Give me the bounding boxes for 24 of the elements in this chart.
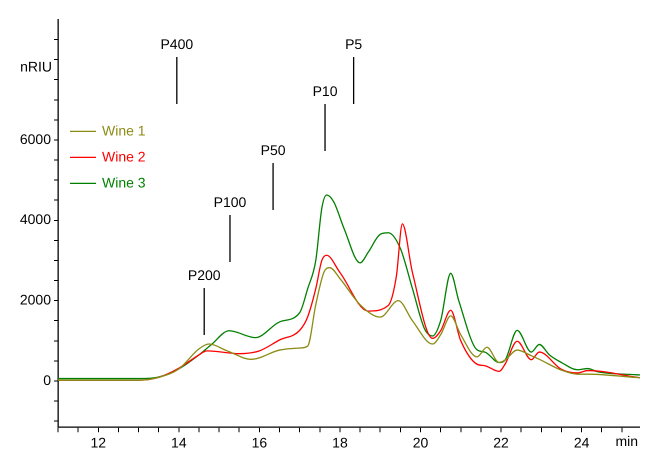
- y-tick-label: 6000: [20, 130, 52, 147]
- ref-line-label: P100: [214, 194, 247, 210]
- y-tick-label: 2000: [20, 292, 52, 308]
- x-tick-label: 24: [574, 434, 590, 450]
- x-tick-label: 22: [493, 434, 510, 450]
- line-series: [58, 194, 640, 380]
- x-tick-label: 18: [332, 434, 348, 450]
- x-tick-label: 16: [252, 434, 268, 450]
- x-tick-label: 14: [171, 434, 187, 450]
- x-tick-label: 12: [90, 434, 106, 450]
- y-tick-label: 4000: [20, 211, 52, 228]
- ref-line-label: P200: [188, 266, 221, 283]
- legend-label: Wine 2: [102, 148, 146, 164]
- line-series: [58, 267, 640, 381]
- x-axis-title: min: [615, 433, 638, 450]
- legend-label: Wine 3: [102, 174, 146, 190]
- ref-line-label: P10: [312, 82, 338, 99]
- y-axis-title: nRIU: [20, 58, 52, 74]
- y-tick-label: 0: [43, 372, 52, 388]
- legend-label: Wine 1: [102, 122, 146, 138]
- ref-line-label: P400: [160, 36, 194, 52]
- x-tick-label: 20: [412, 434, 428, 450]
- ref-line-label: P5: [345, 36, 362, 52]
- ref-line-label: P50: [260, 142, 286, 158]
